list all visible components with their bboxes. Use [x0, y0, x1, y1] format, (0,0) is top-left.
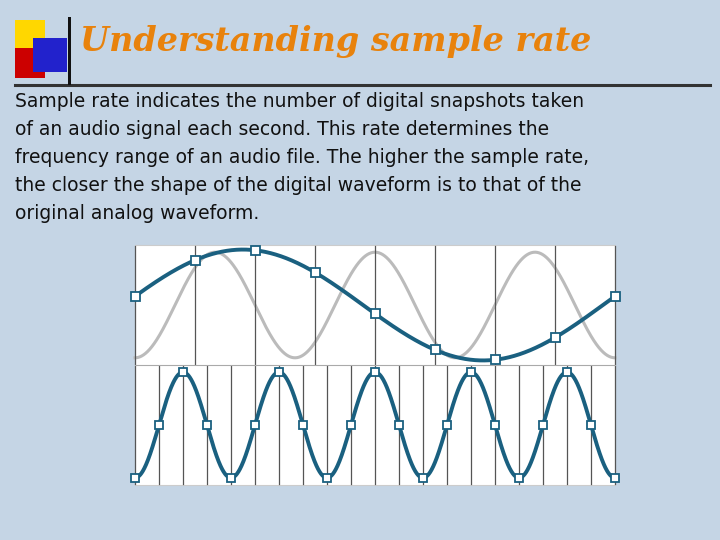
Bar	[490, 355, 500, 364]
Bar	[395, 421, 403, 429]
Bar	[491, 421, 499, 429]
Bar	[15, 48, 45, 78]
Bar	[131, 474, 139, 482]
Bar	[539, 421, 547, 429]
Bar	[191, 255, 199, 265]
Bar	[179, 368, 187, 376]
Bar	[467, 368, 475, 376]
Bar	[371, 309, 379, 318]
Bar	[515, 474, 523, 482]
Bar	[203, 421, 211, 429]
Bar	[299, 421, 307, 429]
Bar	[323, 474, 331, 482]
Bar	[130, 292, 140, 301]
Bar	[227, 474, 235, 482]
Bar	[135, 245, 615, 485]
Bar	[310, 268, 320, 277]
Bar	[155, 421, 163, 429]
Bar	[443, 421, 451, 429]
Text: Sample rate indicates the number of digital snapshots taken
of an audio signal e: Sample rate indicates the number of digi…	[15, 92, 589, 223]
Bar	[551, 333, 559, 342]
Bar	[611, 292, 619, 301]
Bar	[587, 421, 595, 429]
Bar	[15, 20, 45, 50]
Bar	[347, 421, 355, 429]
Bar	[431, 346, 439, 354]
Bar	[563, 368, 571, 376]
Bar	[251, 246, 259, 255]
Text: Understanding sample rate: Understanding sample rate	[80, 25, 591, 58]
Bar	[371, 368, 379, 376]
Bar	[68, 17, 71, 85]
Bar	[251, 421, 259, 429]
Bar	[611, 474, 619, 482]
Bar	[33, 38, 67, 72]
Bar	[419, 474, 427, 482]
Bar	[275, 368, 283, 376]
